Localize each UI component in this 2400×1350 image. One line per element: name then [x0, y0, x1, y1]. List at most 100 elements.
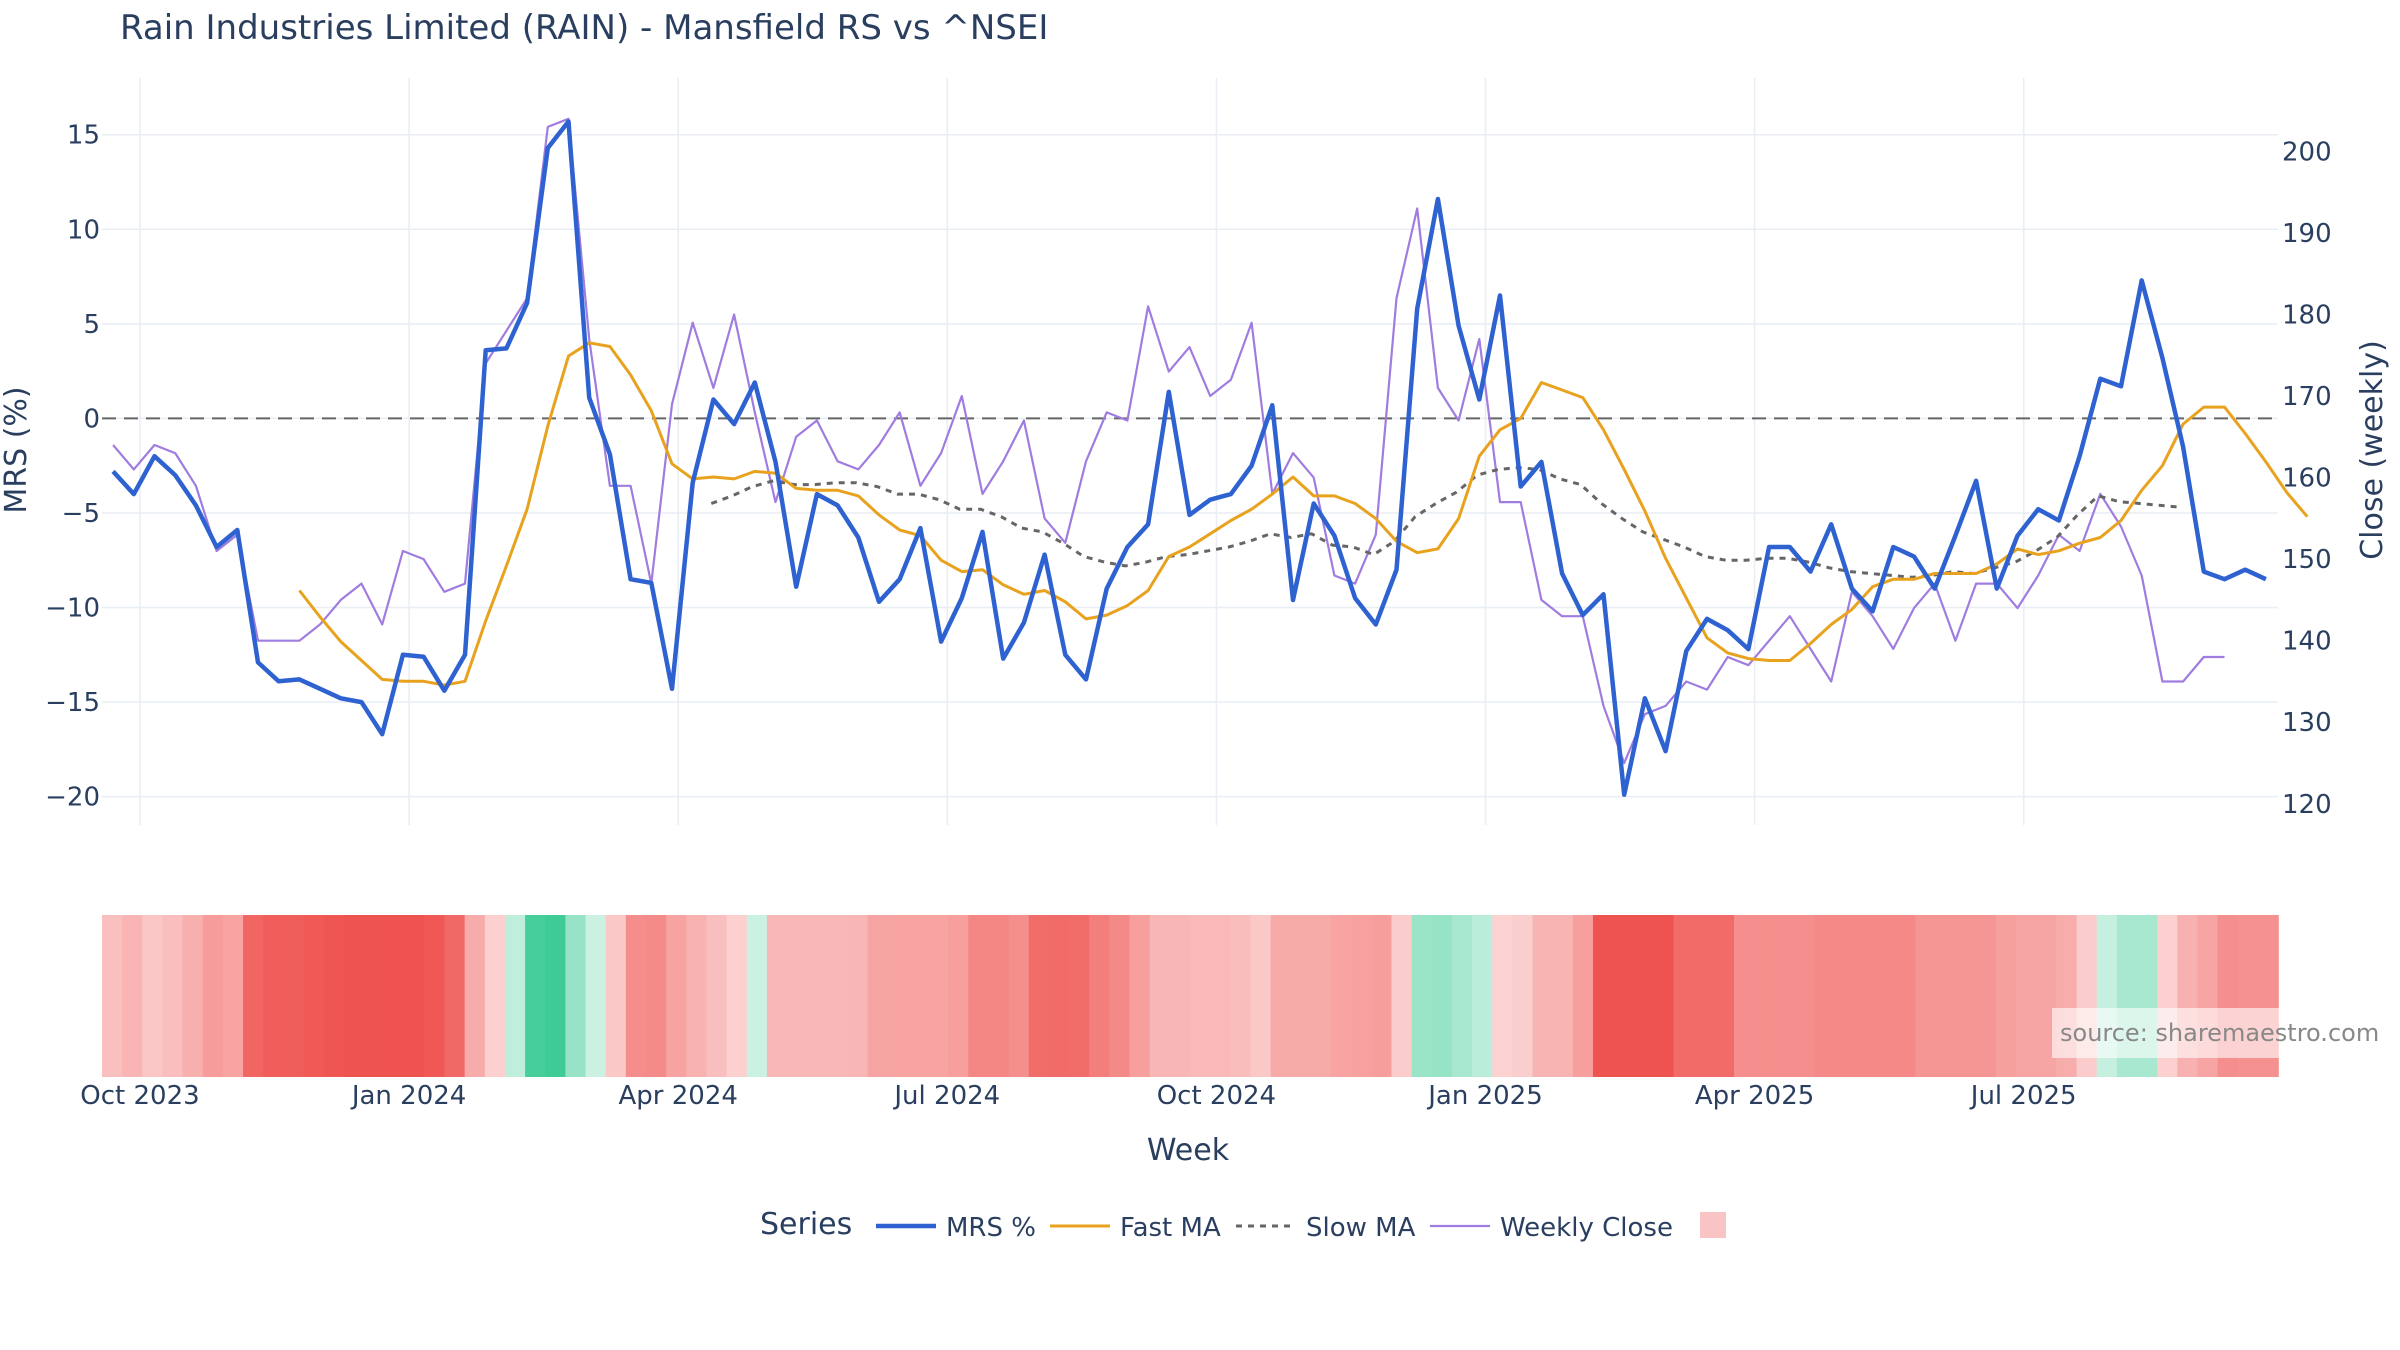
heatmap-cell	[847, 915, 869, 1077]
heatmap-cell	[222, 915, 244, 1077]
y-tick-label: −15	[45, 688, 100, 718]
heatmap-cell	[625, 915, 647, 1077]
heatmap-cell	[1431, 915, 1453, 1077]
heatmap-cell	[1089, 915, 1111, 1077]
x-tick-label: Jan 2025	[1426, 1081, 1543, 1111]
heatmap-cell	[1129, 915, 1151, 1077]
heatmap-cell	[1190, 915, 1211, 1077]
heatmap-cell	[343, 915, 365, 1077]
heatmap-cell	[968, 915, 990, 1077]
heatmap-cell	[1270, 915, 1292, 1077]
heatmap-cell	[787, 915, 808, 1077]
x-axis-label: Week	[1147, 1133, 1230, 1168]
heatmap-cell	[746, 915, 768, 1077]
heatmap-cell	[484, 915, 506, 1077]
heatmap-cell	[2036, 915, 2058, 1077]
heatmap-cell	[1351, 915, 1373, 1077]
series-line-weekly-close	[112, 117, 2225, 765]
x-axis-ticks: Oct 2023 Jan 2024 Apr 2024 Jul 2024 Oct 2024…	[80, 1081, 2076, 1111]
x-tick-label: Oct 2024	[1157, 1081, 1276, 1111]
heatmap-cell	[1048, 915, 1070, 1077]
heatmap-cell	[1069, 915, 1091, 1077]
heatmap-cell	[1310, 915, 1332, 1077]
y2-tick-label: 130	[2282, 708, 2332, 738]
heatmap-cell	[102, 915, 123, 1077]
y2-tick-label: 180	[2282, 300, 2332, 330]
heatmap-cell	[1411, 915, 1433, 1077]
heatmap-cell	[1109, 915, 1131, 1077]
heatmap-cell	[807, 915, 829, 1077]
heatmap-cell	[283, 915, 305, 1077]
y-axis-ticks: 15 10 5 0 −5 −10 −15 −20	[45, 121, 100, 813]
heatmap-cell	[726, 915, 748, 1077]
heatmap-cell	[525, 915, 547, 1077]
heatmap-cell	[1028, 915, 1050, 1077]
gridlines	[102, 78, 2278, 825]
y-tick-label: −20	[45, 783, 100, 813]
heatmap-cell	[867, 915, 889, 1077]
heatmap-cell	[1532, 915, 1554, 1077]
heatmap-cell	[1230, 915, 1252, 1077]
heatmap-cell	[444, 915, 466, 1077]
x-tick-label: Jan 2024	[350, 1081, 467, 1111]
heatmap-cell	[424, 915, 446, 1077]
heatmap-cell	[1613, 915, 1635, 1077]
heatmap-cell	[464, 915, 486, 1077]
heatmap-cell	[646, 915, 667, 1077]
heatmap-cell	[1895, 915, 1917, 1077]
heatmap-cell	[363, 915, 385, 1077]
legend-label: Slow MA	[1306, 1213, 1416, 1243]
heatmap-cell	[1512, 915, 1534, 1077]
heatmap-cell	[605, 915, 627, 1077]
heatmap-cell	[585, 915, 607, 1077]
heatmap-cell	[1391, 915, 1413, 1077]
heatmap-cell	[686, 915, 708, 1077]
heatmap-cell	[1794, 915, 1816, 1077]
series-line-mrs	[111, 119, 2267, 797]
y-tick-label: −10	[45, 594, 100, 624]
heatmap-cell	[1492, 915, 1514, 1077]
heatmap-cell	[827, 915, 849, 1077]
y2-tick-label: 170	[2282, 382, 2332, 412]
y-tick-label: 0	[83, 404, 100, 434]
heatmap-strip	[102, 915, 2279, 1077]
heatmap-cell	[1008, 915, 1030, 1077]
legend: Series MRS % Fast MA Slow MA Weekly Close	[760, 1207, 1726, 1243]
legend-label: Weekly Close	[1500, 1213, 1673, 1243]
heatmap-cell	[384, 915, 406, 1077]
series-line-fast-ma	[298, 341, 2309, 687]
heatmap-cell	[1592, 915, 1614, 1077]
heatmap-cell	[1774, 915, 1796, 1077]
x-tick-label: Oct 2023	[80, 1081, 199, 1111]
y-tick-label: 5	[83, 310, 100, 340]
heatmap-cell	[1995, 915, 2017, 1077]
heatmap-cell	[404, 915, 426, 1077]
heatmap-cell	[323, 915, 345, 1077]
series-lines	[111, 117, 2309, 797]
heatmap-cell	[202, 915, 224, 1077]
heatmap-cell	[182, 915, 204, 1077]
heatmap-cell	[1854, 915, 1876, 1077]
y2-tick-label: 120	[2282, 790, 2332, 820]
legend-label: MRS %	[946, 1213, 1036, 1243]
heatmap-cell	[1451, 915, 1473, 1077]
legend-swatch-heatmap	[1700, 1212, 1726, 1238]
heatmap-cell	[1734, 915, 1755, 1077]
heatmap-cell	[1653, 915, 1675, 1077]
heatmap-cell	[1955, 915, 1977, 1077]
y2-tick-label: 200	[2282, 137, 2332, 167]
heatmap-cell	[1572, 915, 1594, 1077]
heatmap-cell	[1210, 915, 1232, 1077]
heatmap-cell	[263, 915, 285, 1077]
x-tick-label: Apr 2024	[618, 1081, 737, 1111]
heatmap-cell	[545, 915, 567, 1077]
heatmap-cell	[988, 915, 1010, 1077]
heatmap-cell	[565, 915, 587, 1077]
heatmap-cell	[666, 915, 688, 1077]
heatmap-cell	[1713, 915, 1735, 1077]
heatmap-cell	[1754, 915, 1776, 1077]
heatmap-cell	[766, 915, 788, 1077]
heatmap-cell	[1472, 915, 1494, 1077]
x-tick-label: Apr 2025	[1695, 1081, 1814, 1111]
y-tick-label: −5	[62, 499, 100, 529]
